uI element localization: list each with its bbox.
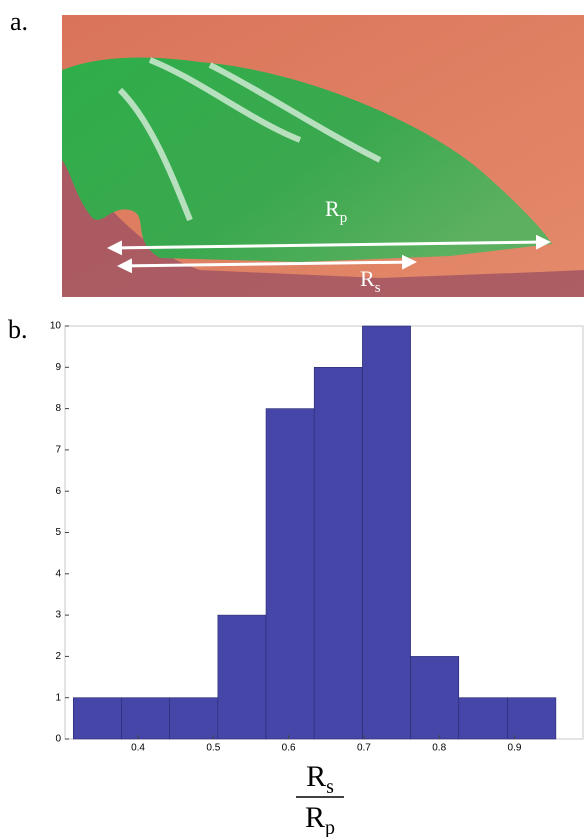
x-label-main: R <box>306 760 326 793</box>
x-tick-label: 0.5 <box>206 743 220 754</box>
y-tick-label: 7 <box>55 445 61 456</box>
plot: 0 1 2 3 4 5 6 7 8 9 10 0.4 0.5 0.6 0.7 0.8 0.9 <box>50 321 584 754</box>
annotation-sub: s <box>375 280 381 296</box>
photo: Rp Rs <box>62 15 584 297</box>
x-tick-label: 0.8 <box>432 743 446 754</box>
x-tick-label: 0.9 <box>508 743 522 754</box>
bar <box>313 366 363 740</box>
panel-label: b. <box>8 315 28 344</box>
annotation: Rp <box>325 196 347 226</box>
bar <box>121 697 170 740</box>
y-tick-label: 6 <box>55 486 61 497</box>
y-tick-label: 8 <box>55 403 61 414</box>
x-tick-label: 0.6 <box>282 743 296 754</box>
y-tick-label: 10 <box>50 321 62 332</box>
y-tick-label: 9 <box>55 362 61 373</box>
y-tick-label: 5 <box>55 527 61 538</box>
bar <box>458 697 509 740</box>
bar <box>265 408 315 740</box>
y-tick-label: 2 <box>55 651 61 662</box>
annotation-main: R <box>360 266 375 291</box>
panel-label: a. <box>10 7 28 36</box>
annotation-main: R <box>325 196 340 221</box>
x-label-numerator: Rs <box>306 760 334 798</box>
x-tick-label: 0.7 <box>357 743 371 754</box>
x-label-main: R <box>305 801 325 834</box>
y-tick-label: 4 <box>55 568 61 579</box>
bar <box>217 614 267 740</box>
bar <box>507 697 557 740</box>
x-tick-label: 0.4 <box>131 743 145 754</box>
y-tick-label: 1 <box>55 692 61 703</box>
y-tick-label: 0 <box>55 734 61 745</box>
bar <box>72 697 122 740</box>
annotation: Rs <box>360 266 381 296</box>
y-tick-label: 3 <box>55 610 61 621</box>
annotation-sub: p <box>340 210 348 226</box>
x-label-sub: p <box>325 817 335 837</box>
bar <box>362 325 411 740</box>
bar <box>410 656 460 740</box>
bar <box>169 697 219 740</box>
x-label-sub: s <box>326 776 334 798</box>
x-label-denominator: Rp <box>305 801 335 837</box>
